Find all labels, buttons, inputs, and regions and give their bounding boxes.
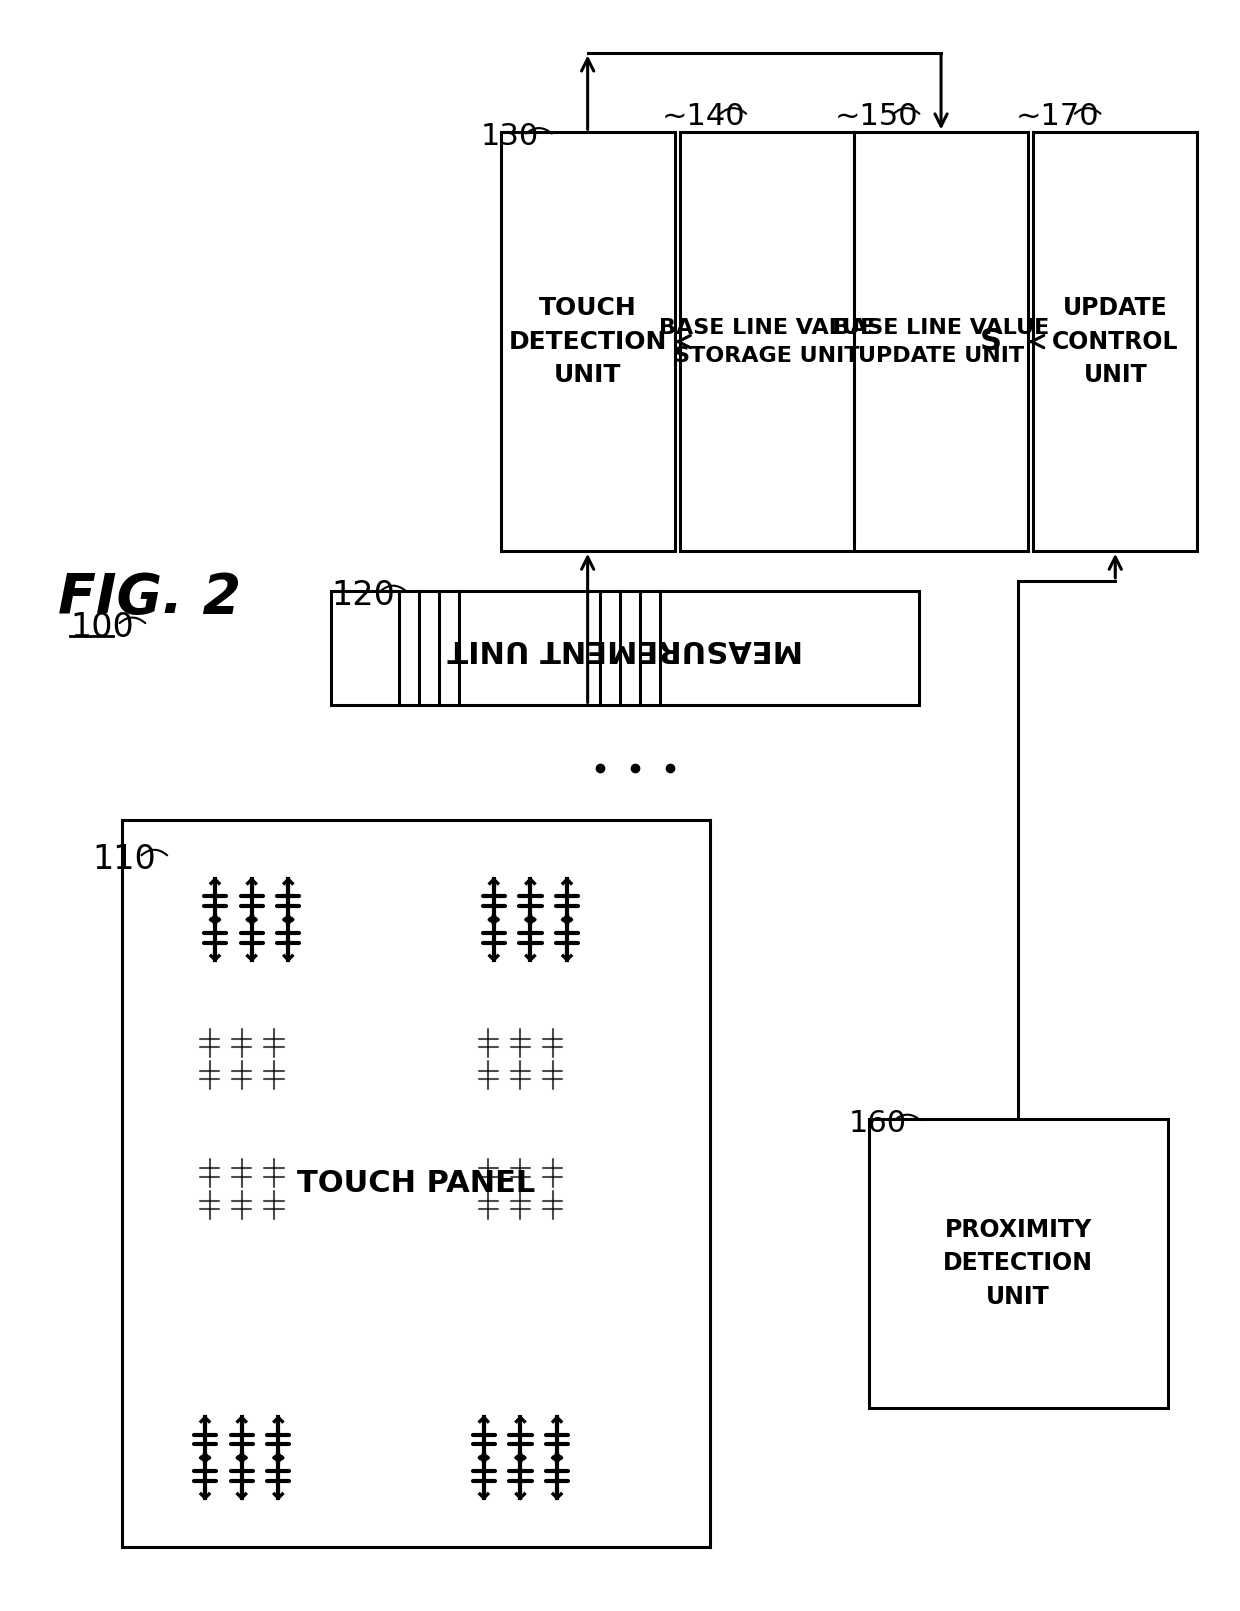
Text: 100: 100 xyxy=(71,611,134,644)
Text: BASE LINE VALUE
UPDATE UNIT: BASE LINE VALUE UPDATE UNIT xyxy=(833,317,1049,366)
Text: 130: 130 xyxy=(481,122,539,151)
Text: ~140: ~140 xyxy=(662,103,745,132)
Text: TOUCH
DETECTION
UNIT: TOUCH DETECTION UNIT xyxy=(508,296,667,387)
Bar xyxy=(680,132,854,551)
Text: ~170: ~170 xyxy=(1017,103,1100,132)
Bar xyxy=(1033,132,1198,551)
Bar xyxy=(123,820,709,1548)
Text: 120: 120 xyxy=(331,578,396,612)
Text: FIG. 2: FIG. 2 xyxy=(57,570,241,625)
Text: TOUCH PANEL: TOUCH PANEL xyxy=(296,1170,534,1199)
Text: UPDATE
CONTROL
UNIT: UPDATE CONTROL UNIT xyxy=(1052,296,1178,387)
Text: ~150: ~150 xyxy=(835,103,919,132)
Bar xyxy=(331,591,919,706)
Text: 160: 160 xyxy=(849,1108,908,1137)
Bar xyxy=(869,1120,1168,1408)
Bar xyxy=(501,132,675,551)
Text: PROXIMITY
DETECTION
UNIT: PROXIMITY DETECTION UNIT xyxy=(944,1218,1094,1308)
Text: MEASUREMENT UNIT: MEASUREMENT UNIT xyxy=(448,633,802,662)
Text: 110: 110 xyxy=(92,843,156,876)
Bar xyxy=(854,132,1028,551)
Text: S: S xyxy=(980,327,1002,356)
Text: BASE LINE VALUE
STORAGE UNIT: BASE LINE VALUE STORAGE UNIT xyxy=(658,317,875,366)
